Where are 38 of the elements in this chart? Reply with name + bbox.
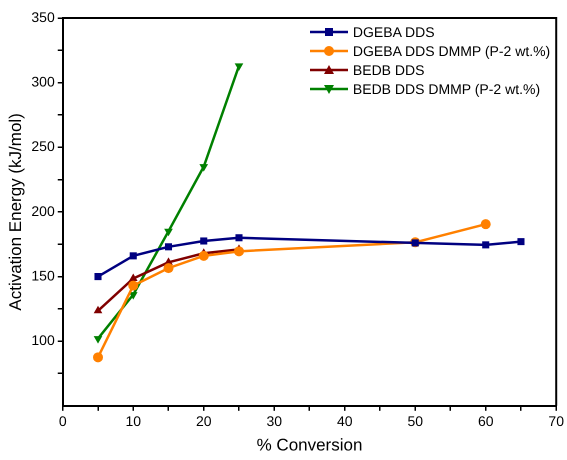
point <box>235 234 243 242</box>
y-tick-label: 300 <box>31 73 55 90</box>
x-tick-label: 10 <box>125 413 142 430</box>
point <box>517 238 525 246</box>
point <box>200 237 208 245</box>
point <box>164 243 172 250</box>
x-tick-label: 40 <box>336 413 353 430</box>
legend-label: BEDB DDS <box>352 62 424 78</box>
y-tick-label: 200 <box>31 202 55 219</box>
point <box>234 63 244 71</box>
x-tick-label: 20 <box>196 413 212 430</box>
x-tick-label: 0 <box>58 413 67 430</box>
point <box>164 228 173 236</box>
point <box>234 246 244 256</box>
y-tick-label: 100 <box>31 332 55 348</box>
point <box>94 273 102 280</box>
x-tick-label: 30 <box>266 413 282 430</box>
y-tick-label: 150 <box>31 267 55 284</box>
y-axis-title: Activation Energy (kJ/mol) <box>6 113 25 311</box>
x-tick-label: 70 <box>548 413 564 430</box>
point <box>198 250 209 261</box>
point <box>128 280 138 291</box>
point <box>94 306 102 314</box>
legend-label: DGEBA DDS DMMP (P-2 wt.%) <box>352 42 550 58</box>
y-tick-label: 250 <box>31 138 55 154</box>
x-tick-label: 50 <box>407 413 424 430</box>
point <box>164 263 174 274</box>
point <box>482 241 490 248</box>
point <box>128 273 138 281</box>
legend-label: DGEBA DDS <box>352 24 435 40</box>
point <box>199 164 208 172</box>
point <box>93 352 104 362</box>
x-tick-label: 60 <box>478 413 494 430</box>
legend-label: BEDB DDS DMMP (P-2 wt.%) <box>352 80 540 96</box>
point <box>130 252 137 260</box>
x-axis-title: % Conversion <box>256 435 362 454</box>
y-tick-label: 350 <box>31 8 55 25</box>
point <box>480 219 491 230</box>
